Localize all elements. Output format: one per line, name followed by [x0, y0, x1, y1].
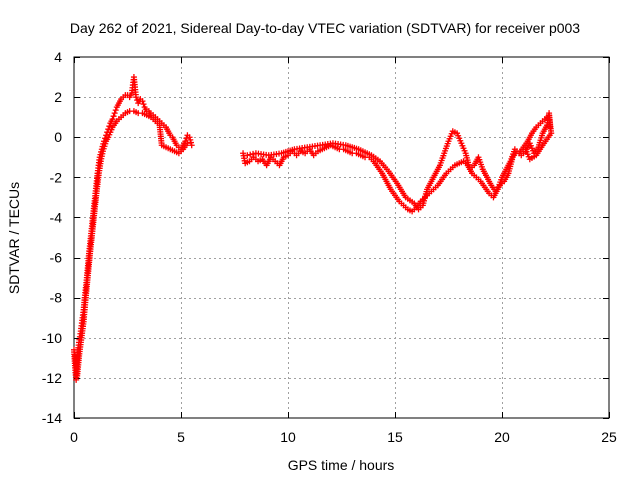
data-point — [250, 150, 257, 157]
x-tick-label: 0 — [70, 429, 78, 445]
y-tick-label: -14 — [42, 410, 62, 426]
y-tick-label: 0 — [54, 129, 62, 145]
y-tick-label: -12 — [42, 370, 62, 386]
y-tick-label: -6 — [50, 250, 63, 266]
data-point — [183, 135, 190, 142]
series-segment-1 — [71, 74, 195, 383]
y-axis-label: SDTVAR / TECUs — [6, 182, 22, 294]
data-point — [187, 136, 194, 143]
data-point — [140, 101, 147, 108]
data-point — [112, 107, 119, 114]
data-point — [186, 134, 193, 141]
data-point — [106, 123, 113, 130]
x-tick-label: 20 — [494, 429, 510, 445]
series-segment-3 — [516, 112, 555, 163]
series-segment-1-secondary — [72, 108, 191, 379]
x-tick-label: 10 — [280, 429, 296, 445]
series-segment-2-secondary — [244, 110, 554, 213]
data-point — [522, 146, 529, 153]
plot-frame — [73, 56, 610, 419]
x-tick-label: 15 — [387, 429, 403, 445]
y-tick-labels: -14 -12 -10 -8 -6 -4 -2 0 2 4 — [42, 49, 62, 426]
x-axis-label: GPS time / hours — [288, 457, 395, 473]
y-tick-label: -2 — [50, 169, 63, 185]
y-tick-label: -8 — [50, 290, 63, 306]
data-point — [184, 140, 191, 147]
data-point — [133, 94, 140, 101]
data-point — [109, 116, 116, 123]
y-tick-label: 2 — [54, 89, 62, 105]
axis-ticks — [74, 57, 610, 419]
data-point — [110, 113, 117, 120]
chart-title: Day 262 of 2021, Sidereal Day-to-day VTE… — [70, 20, 580, 36]
data-point — [247, 151, 254, 158]
x-tick-label: 5 — [177, 429, 185, 445]
x-tick-labels: 0 5 10 15 20 25 — [70, 429, 617, 445]
data-points — [71, 74, 555, 383]
y-tick-label: -4 — [50, 209, 63, 225]
x-tick-label: 25 — [601, 429, 617, 445]
data-point — [188, 142, 195, 149]
grid — [74, 57, 609, 418]
data-point — [139, 98, 146, 105]
data-point — [244, 152, 251, 159]
data-point — [111, 110, 118, 117]
y-tick-label: 4 — [54, 49, 62, 65]
y-tick-label: -10 — [42, 330, 62, 346]
data-point — [187, 139, 194, 146]
